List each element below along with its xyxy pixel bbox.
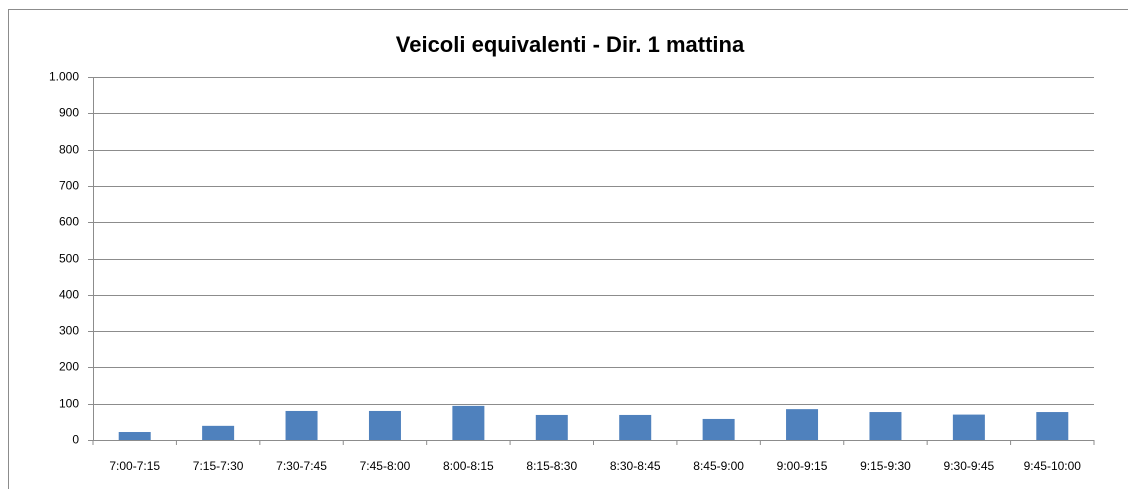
y-tick-label: 600 [59, 215, 79, 229]
bar [869, 412, 901, 440]
bar [953, 415, 985, 440]
y-tick-label: 800 [59, 143, 79, 157]
bar [202, 426, 234, 440]
bar [703, 419, 735, 440]
x-tick-label: 9:45-10:00 [1024, 459, 1082, 473]
x-tick-label: 8:00-8:15 [443, 459, 494, 473]
x-tick-label: 9:00-9:15 [777, 459, 828, 473]
bar [786, 409, 818, 440]
bar [619, 415, 651, 440]
bar [452, 406, 484, 440]
y-tick-label: 500 [59, 252, 79, 266]
bar [119, 432, 151, 440]
x-tick-label: 8:30-8:45 [610, 459, 661, 473]
y-tick-label: 200 [59, 360, 79, 374]
x-tick-label: 9:30-9:45 [944, 459, 995, 473]
x-tick-label: 7:15-7:30 [193, 459, 244, 473]
y-tick-label: 900 [59, 106, 79, 120]
y-tick-label: 100 [59, 397, 79, 411]
bar [286, 411, 318, 440]
y-tick-label: 700 [59, 179, 79, 193]
x-tick-label: 8:45-9:00 [693, 459, 744, 473]
bar [369, 411, 401, 440]
x-tick-label: 9:15-9:30 [860, 459, 911, 473]
y-tick-label: 300 [59, 324, 79, 338]
x-tick-label: 7:45-8:00 [360, 459, 411, 473]
x-tick-label: 8:15-8:30 [526, 459, 577, 473]
y-tick-label: 400 [59, 288, 79, 302]
bar [1036, 412, 1068, 440]
chart-title: Veicoli equivalenti - Dir. 1 mattina [396, 32, 745, 57]
x-tick-label: 7:30-7:45 [276, 459, 327, 473]
bar [536, 415, 568, 440]
y-tick-label: 0 [72, 433, 79, 447]
y-tick-label: 1.000 [49, 70, 79, 84]
x-tick-label: 7:00-7:15 [109, 459, 160, 473]
